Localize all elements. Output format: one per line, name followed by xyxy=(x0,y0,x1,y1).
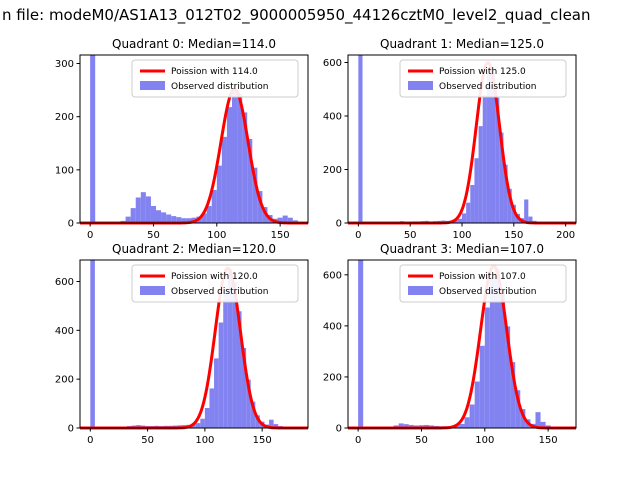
svg-text:400: 400 xyxy=(323,111,342,122)
legend-observed-label: Observed distribution xyxy=(171,287,268,297)
svg-text:50: 50 xyxy=(141,435,154,446)
subplot-quadrant-0: 0 50 100 150 0 100 200 300 Quadrant 0: Median=11… xyxy=(35,33,315,248)
x-tick-labels: 0 50 100 150 200 xyxy=(355,223,575,241)
figure-title: n file: modeM0/AS1A13_012T02_9000005950_… xyxy=(2,6,591,24)
subplot-title: Quadrant 2: Median=120.0 xyxy=(112,242,276,256)
svg-text:50: 50 xyxy=(415,435,428,446)
svg-text:600: 600 xyxy=(323,270,342,281)
poisson-curve xyxy=(79,87,309,225)
svg-text:0: 0 xyxy=(336,219,342,230)
axes-box xyxy=(79,259,309,429)
svg-text:0: 0 xyxy=(68,424,74,435)
svg-text:0: 0 xyxy=(68,219,74,230)
legend-observed-label: Observed distribution xyxy=(439,287,536,297)
svg-text:150: 150 xyxy=(271,230,290,241)
svg-text:150: 150 xyxy=(253,435,272,446)
x-tick-labels: 0 50 100 150 xyxy=(355,428,558,446)
svg-text:400: 400 xyxy=(323,321,342,332)
chart-quadrant-2: 0 50 100 150 0 200 400 600 Quadrant 2: Median=12… xyxy=(55,242,309,446)
legend-curve-label: Poission with 120.0 xyxy=(171,272,258,282)
svg-text:100: 100 xyxy=(207,230,226,241)
subplot-title: Quadrant 3: Median=107.0 xyxy=(380,242,544,256)
subplot-quadrant-1: 0 50 100 150 200 0 200 400 600 Quadrant 1: Median… xyxy=(303,33,583,248)
x-tick-labels: 0 50 100 150 xyxy=(87,428,272,446)
svg-text:300: 300 xyxy=(55,59,74,70)
subplot-quadrant-2: 0 50 100 150 0 200 400 600 Quadrant 2: Median=12… xyxy=(35,238,315,453)
legend-observed-sample xyxy=(140,286,165,295)
svg-text:50: 50 xyxy=(147,230,160,241)
legend: Poission with 120.0 Observed distribution xyxy=(131,264,299,303)
svg-text:100: 100 xyxy=(195,435,214,446)
svg-text:200: 200 xyxy=(55,375,74,386)
legend-observed-label: Observed distribution xyxy=(439,82,536,92)
svg-text:0: 0 xyxy=(336,424,342,435)
axes-box xyxy=(79,54,309,224)
y-tick-labels: 0 200 400 600 xyxy=(323,270,348,435)
legend-observed-sample xyxy=(408,286,433,295)
chart-quadrant-0: 0 50 100 150 0 100 200 300 Quadrant 0: Median=11… xyxy=(55,37,309,241)
chart-quadrant-3: 0 50 100 150 0 200 400 600 Quadrant 3: Median=10… xyxy=(323,242,577,446)
legend-observed-sample xyxy=(408,81,433,90)
subplot-quadrant-3: 0 50 100 150 0 200 400 600 Quadrant 3: Median=10… xyxy=(303,238,583,453)
chart-quadrant-1: 0 50 100 150 200 0 200 400 600 Quadrant 1: Median… xyxy=(323,37,577,241)
svg-text:200: 200 xyxy=(556,230,575,241)
legend-curve-label: Poission with 114.0 xyxy=(171,67,258,77)
x-tick-labels: 0 50 100 150 xyxy=(87,223,290,241)
legend-curve-label: Poission with 125.0 xyxy=(439,67,526,77)
svg-text:100: 100 xyxy=(55,165,74,176)
axes-box xyxy=(347,259,577,429)
legend: Poission with 114.0 Observed distribution xyxy=(131,59,299,98)
subplot-title: Quadrant 0: Median=114.0 xyxy=(112,37,276,51)
svg-text:100: 100 xyxy=(475,435,494,446)
svg-text:200: 200 xyxy=(55,112,74,123)
legend-curve-label: Poission with 107.0 xyxy=(439,272,526,282)
svg-text:0: 0 xyxy=(355,435,361,446)
legend: Poission with 107.0 Observed distribution xyxy=(399,264,567,303)
svg-text:200: 200 xyxy=(323,372,342,383)
y-tick-labels: 0 200 400 600 xyxy=(55,277,80,435)
svg-text:150: 150 xyxy=(504,230,523,241)
y-tick-labels: 0 100 200 300 xyxy=(55,59,80,230)
legend: Poission with 125.0 Observed distribution xyxy=(399,59,567,98)
legend-observed-label: Observed distribution xyxy=(171,82,268,92)
svg-text:200: 200 xyxy=(323,165,342,176)
svg-text:600: 600 xyxy=(55,277,74,288)
svg-text:0: 0 xyxy=(355,230,361,241)
svg-text:0: 0 xyxy=(87,435,93,446)
svg-text:50: 50 xyxy=(404,230,417,241)
y-tick-labels: 0 200 400 600 xyxy=(323,58,348,230)
legend-observed-sample xyxy=(140,81,165,90)
svg-text:100: 100 xyxy=(452,230,471,241)
svg-text:150: 150 xyxy=(539,435,558,446)
subplot-title: Quadrant 1: Median=125.0 xyxy=(380,37,544,51)
svg-text:0: 0 xyxy=(87,230,93,241)
svg-text:400: 400 xyxy=(55,326,74,337)
svg-text:600: 600 xyxy=(323,58,342,69)
histogram-bars xyxy=(358,260,566,428)
